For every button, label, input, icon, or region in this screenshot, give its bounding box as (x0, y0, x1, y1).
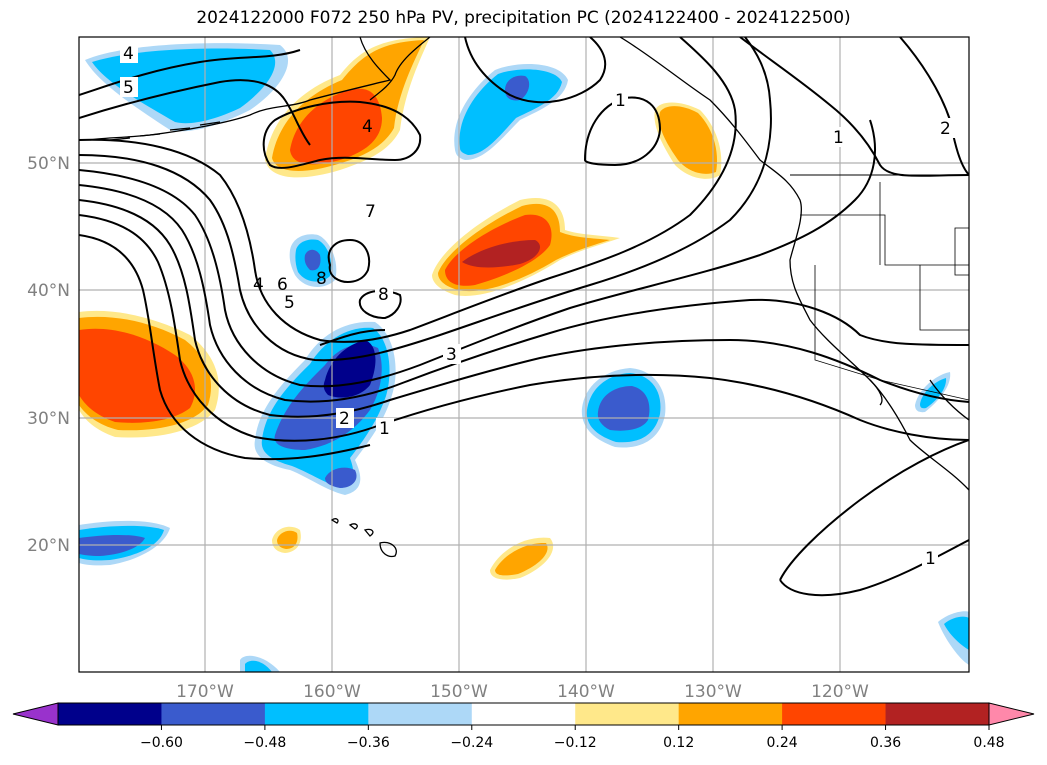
contour-label-1a: 1 (615, 91, 626, 111)
pv-contours (79, 37, 969, 597)
contour-label-7: 7 (365, 202, 376, 222)
lat-label-20: 20°N (27, 536, 70, 556)
lat-label-30: 30°N (27, 409, 70, 429)
lon-label-150w: 150°W (430, 682, 488, 702)
contour-label-3: 3 (446, 345, 457, 365)
contour-labels: 4 5 1 4 7 6 5 4 8 8 3 2 1 1 2 1 (120, 43, 955, 569)
colorbar-box (471, 703, 576, 725)
lon-label-160w: 160°W (303, 682, 361, 702)
colorbar-box (368, 703, 473, 725)
map-frame (78, 36, 970, 673)
lon-label-130w: 130°W (684, 682, 742, 702)
colorbar-box (58, 703, 162, 725)
colorbar-tick-label: 0.24 (767, 735, 798, 751)
map-title: 2024122000 F072 250 hPa PV, precipitatio… (196, 8, 851, 28)
lat-label-40: 40°N (27, 281, 70, 301)
colorbar-box (885, 703, 990, 725)
colorbar-tick-label: −0.24 (450, 735, 493, 751)
lon-label-120w: 120°W (811, 682, 869, 702)
coastlines (89, 37, 969, 558)
colorbar-tick-label: −0.12 (554, 735, 597, 751)
contour-label-8a: 8 (316, 269, 327, 289)
lon-label-170w: 170°W (176, 682, 234, 702)
longitude-labels: 170°W 160°W 150°W 140°W 130°W 120°W (176, 682, 869, 702)
colorbar: −0.60 −0.48 −0.36 −0.24 −0.12 0.12 0.24 0.36 0.4… (12, 702, 1035, 751)
colorbar-extend-low (12, 702, 59, 726)
colorbar-box (782, 703, 887, 725)
contour-label-1c: 1 (833, 128, 844, 148)
colorbar-tick-label: −0.36 (347, 735, 390, 751)
colorbar-tick-label: 0.48 (973, 735, 1004, 751)
contour-label-4b: 4 (362, 117, 373, 137)
contour-label-8b: 8 (378, 285, 389, 305)
colorbar-box (678, 703, 783, 725)
contour-label-2b: 2 (940, 119, 951, 139)
contour-label-4c: 4 (253, 275, 264, 295)
contour-label-6: 6 (277, 275, 288, 295)
contour-label-4a: 4 (123, 44, 134, 64)
colorbar-tick-label: −0.60 (140, 735, 183, 751)
colorbar-tick-label: 0.12 (663, 735, 694, 751)
colorbar-box (575, 703, 680, 725)
lon-label-140w: 140°W (557, 682, 615, 702)
contour-label-2a: 2 (339, 409, 350, 429)
colorbar-box (264, 703, 369, 725)
precipitation-shading (79, 37, 969, 672)
contour-label-5b: 5 (284, 293, 295, 313)
colorbar-tick-label: −0.48 (243, 735, 286, 751)
lat-label-50: 50°N (27, 154, 70, 174)
colorbar-extend-high (988, 702, 1035, 726)
colorbar-tick-label: 0.36 (870, 735, 901, 751)
contour-label-1b: 1 (379, 419, 390, 439)
colorbar-box (161, 703, 266, 725)
contour-label-5a: 5 (123, 78, 134, 98)
hawaii-islands (330, 518, 397, 558)
contour-label-1d: 1 (925, 549, 936, 569)
latitude-labels: 50°N 40°N 30°N 20°N (27, 154, 70, 556)
